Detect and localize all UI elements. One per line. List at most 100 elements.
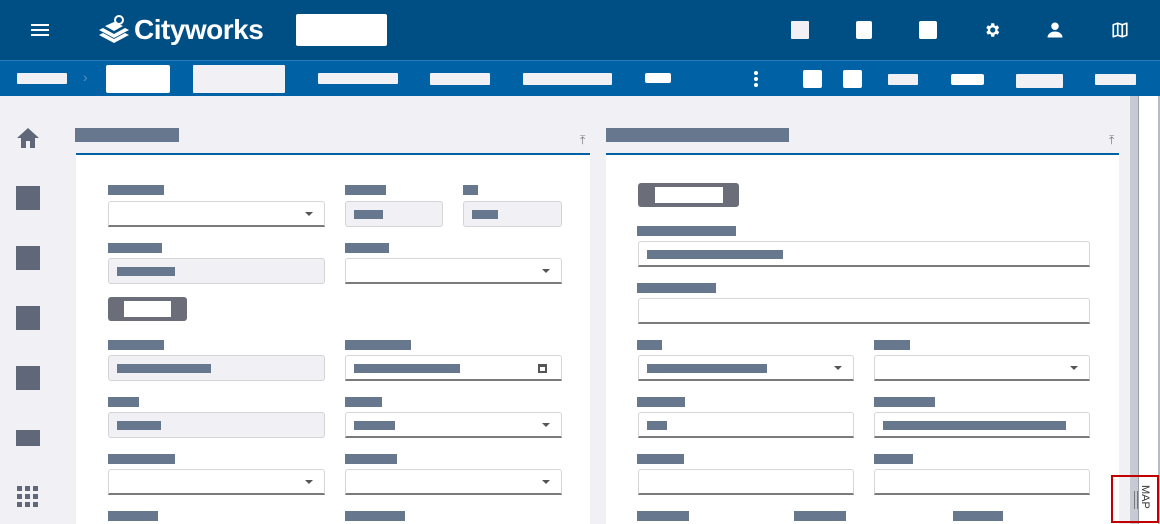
nav-link[interactable] [523, 73, 612, 85]
field-label [345, 340, 411, 350]
user-icon[interactable] [1046, 21, 1064, 39]
redacted-value [354, 421, 395, 430]
field-label [874, 454, 913, 464]
calendar-icon[interactable] [538, 364, 547, 373]
redacted-value [117, 364, 211, 373]
top-header: Cityworks [0, 0, 1160, 60]
nav-tab[interactable] [106, 65, 170, 93]
apps-grid-icon[interactable] [17, 486, 39, 508]
field-label [637, 454, 684, 464]
map-tab[interactable]: MAP [1111, 475, 1159, 523]
field-label [637, 283, 716, 293]
text-field[interactable] [638, 412, 854, 438]
redacted-value [117, 267, 175, 276]
redacted-value [883, 421, 1066, 430]
field-label [637, 397, 685, 407]
header-button[interactable] [856, 21, 872, 39]
map-dock-panel [1139, 96, 1160, 524]
header-button[interactable] [791, 21, 809, 39]
toggle-button[interactable] [638, 183, 739, 207]
scrollbar[interactable] [1130, 96, 1139, 524]
caret-down-icon [542, 423, 550, 427]
text-field[interactable] [874, 469, 1090, 495]
field-label [345, 185, 386, 195]
select-field[interactable] [345, 469, 562, 495]
nav-action[interactable] [951, 74, 984, 85]
kebab-menu-icon[interactable] [754, 71, 758, 89]
field-label [874, 397, 935, 407]
map-tab-label: MAP [1139, 485, 1151, 509]
caret-down-icon [542, 269, 550, 273]
field-label [108, 511, 158, 521]
drag-handle-icon[interactable] [1134, 491, 1138, 509]
redacted-value [354, 364, 460, 373]
field-label [108, 397, 139, 407]
field-label [637, 511, 689, 521]
readonly-field [108, 355, 325, 381]
map-icon[interactable] [1111, 21, 1129, 39]
redacted-value [354, 210, 383, 219]
text-field[interactable] [638, 298, 1090, 324]
select-field[interactable] [345, 258, 562, 284]
logo-mark-icon [99, 15, 129, 43]
field-label [345, 454, 397, 464]
nav-button[interactable] [843, 70, 862, 88]
hamburger-icon[interactable] [31, 23, 49, 37]
settings-gear-icon[interactable] [983, 21, 1001, 39]
nav-action[interactable] [1016, 74, 1063, 88]
home-icon[interactable] [16, 127, 40, 149]
nav-link[interactable] [430, 73, 490, 85]
field-label [345, 511, 405, 521]
field-label [345, 243, 389, 253]
breadcrumb-bar: › [0, 60, 1160, 96]
sidebar-rectangle-icon[interactable] [16, 430, 40, 446]
nav-tab[interactable] [193, 65, 285, 93]
readonly-field [345, 201, 443, 227]
select-field[interactable] [638, 355, 854, 381]
logo-text: Cityworks [134, 14, 264, 45]
collapse-icon[interactable]: ⤒ [1109, 133, 1115, 147]
field-label [953, 511, 1003, 521]
sidebar-square-icon[interactable] [16, 186, 40, 210]
select-field[interactable] [108, 201, 325, 227]
redacted-value [472, 210, 498, 219]
redacted-value [647, 364, 767, 373]
readonly-field [108, 258, 325, 284]
redacted-value [117, 421, 161, 430]
text-field[interactable] [638, 469, 854, 495]
redacted-value [647, 421, 667, 430]
collapse-icon[interactable]: ⤒ [580, 133, 586, 147]
select-field[interactable] [874, 355, 1090, 381]
field-label [637, 340, 662, 350]
sidebar-square-icon[interactable] [16, 246, 40, 270]
select-field[interactable] [108, 469, 325, 495]
field-label [637, 226, 736, 236]
field-label [794, 511, 846, 521]
redacted-header-field[interactable] [296, 14, 387, 46]
readonly-field [108, 412, 325, 438]
caret-down-icon [834, 366, 842, 370]
nav-button[interactable] [803, 70, 822, 88]
date-field[interactable] [345, 355, 562, 381]
right-panel [606, 153, 1119, 524]
header-button[interactable] [919, 21, 937, 39]
cityworks-logo[interactable]: Cityworks [97, 14, 264, 46]
caret-down-icon [1070, 366, 1078, 370]
nav-action[interactable] [1095, 74, 1136, 85]
chevron-right-icon: › [83, 69, 88, 85]
text-field[interactable] [638, 241, 1090, 267]
panel-title [606, 128, 789, 142]
sidebar-square-icon[interactable] [16, 366, 40, 390]
redacted-value [647, 250, 783, 259]
text-field[interactable] [874, 412, 1090, 438]
select-field[interactable] [345, 412, 562, 438]
caret-down-icon [305, 212, 313, 216]
readonly-field [463, 201, 562, 227]
field-label [108, 243, 162, 253]
toggle-button[interactable] [108, 297, 187, 321]
nav-link[interactable] [318, 73, 398, 84]
nav-action[interactable] [888, 74, 918, 85]
sidebar-square-icon[interactable] [16, 306, 40, 330]
breadcrumb-item[interactable] [17, 73, 67, 84]
nav-link[interactable] [645, 73, 671, 83]
